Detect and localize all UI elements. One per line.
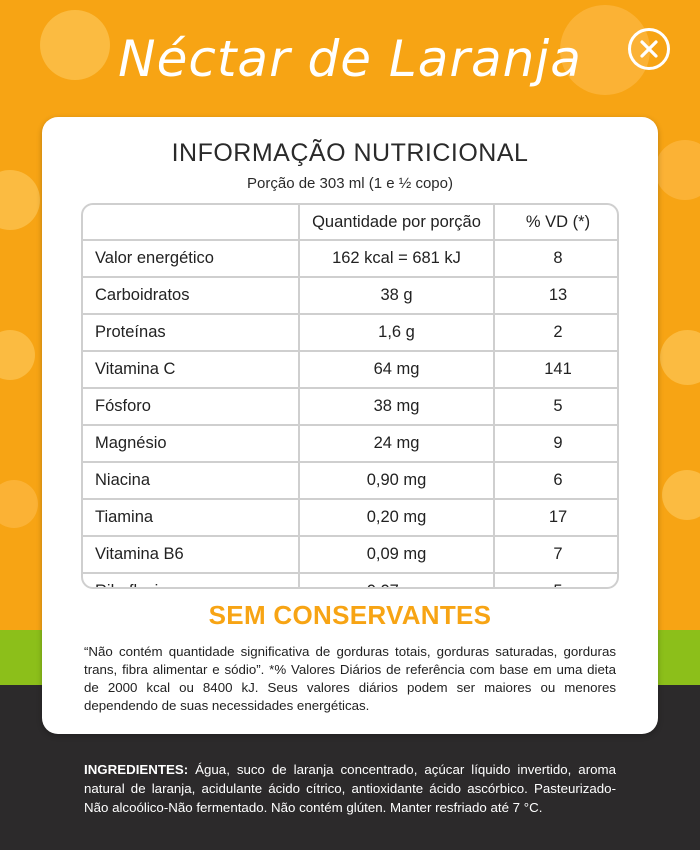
nutrient-name: Riboflavina	[83, 572, 300, 587]
orange-fruit-decoration	[0, 480, 38, 528]
nutrient-name: Tiamina	[83, 498, 300, 537]
table-row: Fósforo 38 mg 5	[83, 387, 617, 426]
table-row: Proteínas 1,6 g 2	[83, 313, 617, 352]
table-row: Vitamina B6 0,09 mg 7	[83, 535, 617, 574]
nutrient-name: Vitamina C	[83, 350, 300, 389]
nutrient-daily-value: 5	[493, 387, 617, 426]
nutrient-name: Carboidratos	[83, 276, 300, 315]
no-preservatives-claim: SEM CONSERVANTES	[208, 600, 492, 630]
serving-size: Porção de 303 ml (1 e ½ copo)	[247, 175, 453, 192]
table-header-row: Quantidade por porção % VD (*)	[83, 205, 617, 241]
table-row: Riboflavina 0,07 mg 5	[83, 572, 617, 587]
nutrient-quantity: 0,09 mg	[298, 535, 495, 574]
nutrient-quantity: 64 mg	[298, 350, 495, 389]
table-row: Vitamina C 64 mg 141	[83, 350, 617, 389]
header-nutrient	[83, 205, 300, 241]
nutrient-quantity: 38 mg	[298, 387, 495, 426]
header-quantity: Quantidade por porção	[298, 205, 495, 241]
nutrient-quantity: 0,20 mg	[298, 498, 495, 537]
orange-fruit-decoration	[40, 10, 110, 80]
nutrient-quantity: 0,90 mg	[298, 461, 495, 500]
header-daily-value: % VD (*)	[493, 205, 617, 241]
close-button[interactable]	[628, 28, 670, 70]
nutrient-name: Fósforo	[83, 387, 300, 426]
table-row: Valor energético 162 kcal = 681 kJ 8	[83, 239, 617, 278]
product-title: Néctar de Laranja	[118, 30, 582, 88]
nutrient-name: Niacina	[83, 461, 300, 500]
nutrition-card: INFORMAÇÃO NUTRICIONAL Porção de 303 ml …	[42, 117, 658, 734]
nutrient-daily-value: 9	[493, 424, 617, 463]
nutrition-title: INFORMAÇÃO NUTRICIONAL	[171, 139, 529, 167]
table-row: Carboidratos 38 g 13	[83, 276, 617, 315]
orange-fruit-decoration	[0, 170, 40, 230]
nutrient-daily-value: 6	[493, 461, 617, 500]
nutrient-quantity: 162 kcal = 681 kJ	[298, 239, 495, 278]
nutrient-quantity: 1,6 g	[298, 313, 495, 352]
orange-fruit-decoration	[660, 330, 700, 385]
orange-fruit-decoration	[655, 140, 700, 200]
table-row: Tiamina 0,20 mg 17	[83, 498, 617, 537]
nutrition-table: Quantidade por porção % VD (*) Valor ene…	[81, 203, 619, 589]
ingredients-label: INGREDIENTES:	[84, 762, 189, 777]
close-x-icon	[640, 40, 658, 58]
nutrient-daily-value: 141	[493, 350, 617, 389]
orange-fruit-decoration	[0, 330, 35, 380]
ingredients-text: INGREDIENTES: Água, suco de laranja conc…	[84, 760, 616, 817]
nutrient-daily-value: 17	[493, 498, 617, 537]
nutrient-name: Valor energético	[83, 239, 300, 278]
nutrition-footnote: “Não contém quantidade significativa de …	[84, 644, 616, 713]
nutrient-daily-value: 5	[493, 572, 617, 587]
nutrient-daily-value: 8	[493, 239, 617, 278]
table-row: Niacina 0,90 mg 6	[83, 461, 617, 500]
nutrient-daily-value: 7	[493, 535, 617, 574]
nutrient-name: Proteínas	[83, 313, 300, 352]
nutrient-name: Vitamina B6	[83, 535, 300, 574]
nutrient-quantity: 0,07 mg	[298, 572, 495, 587]
ingredients-list: Água, suco de laranja concentrado, açúca…	[84, 762, 616, 815]
nutrient-daily-value: 13	[493, 276, 617, 315]
table-row: Magnésio 24 mg 9	[83, 424, 617, 463]
nutrient-daily-value: 2	[493, 313, 617, 352]
orange-fruit-decoration	[662, 470, 700, 520]
nutrient-quantity: 38 g	[298, 276, 495, 315]
nutrient-name: Magnésio	[83, 424, 300, 463]
nutrient-quantity: 24 mg	[298, 424, 495, 463]
